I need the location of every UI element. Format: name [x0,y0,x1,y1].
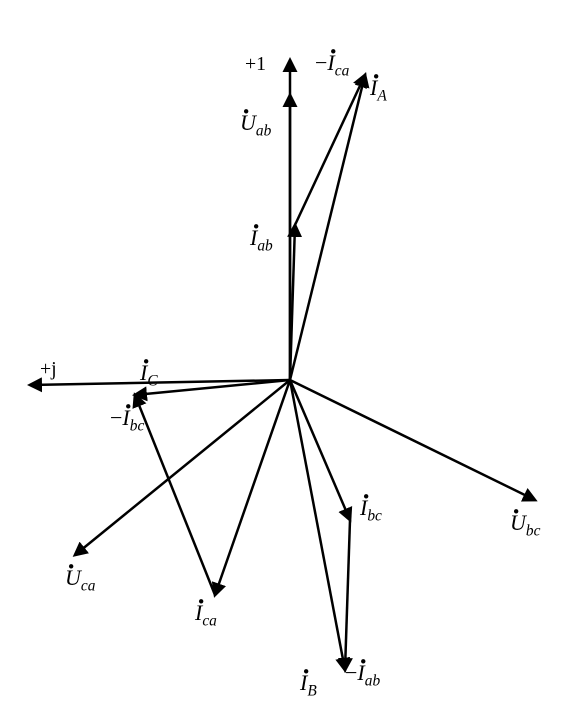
vector-Ubc [290,380,535,500]
vector-IA [290,75,365,380]
svg-text:IA: IA [369,75,387,105]
vector-IB [290,380,345,670]
svg-text:Ibc: Ibc [359,495,382,525]
svg-text:Iab: Iab [249,225,273,255]
svg-text:−Ica: −Ica [315,50,350,80]
svg-text:+j: +j [40,358,57,380]
vector-Ica [215,380,290,595]
svg-text:IB: IB [299,670,317,700]
svg-text:Uca: Uca [65,565,96,595]
svg-text:−Iab: −Iab [345,660,380,690]
phasor-diagram: +1 +j Uab Ubc Uca Iab Ibc Ica −Ica IA −Iab IB −Ibc IC [0,0,569,720]
vector-negIab [345,520,350,670]
vector-Ibc [290,380,350,520]
svg-text:Uab: Uab [240,110,272,140]
vector-negIca [295,75,365,225]
svg-text:Ica: Ica [194,600,217,630]
svg-text:−Ibc: −Ibc [110,405,144,435]
vector-Uca [75,380,290,555]
svg-text:IC: IC [139,360,158,390]
svg-text:+1: +1 [245,53,266,75]
svg-text:Ubc: Ubc [510,510,541,540]
